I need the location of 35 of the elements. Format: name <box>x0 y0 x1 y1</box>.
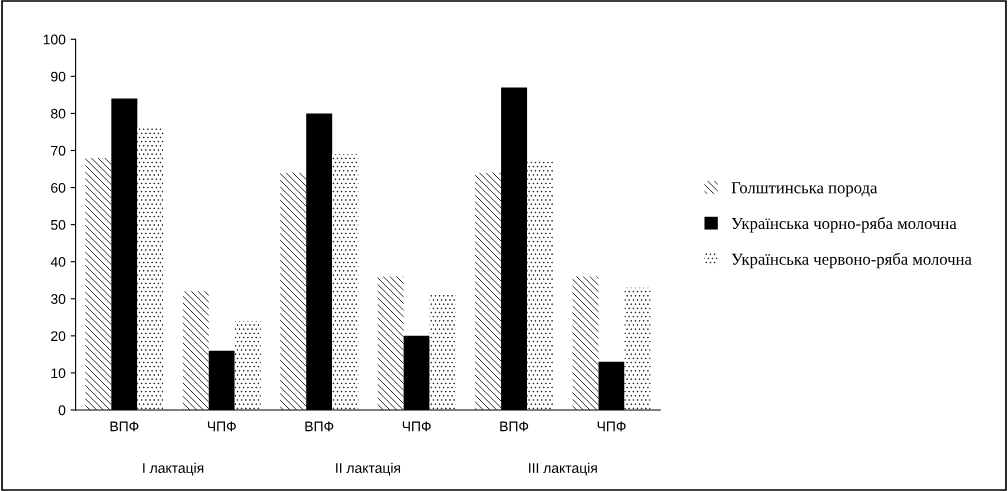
x-tick-label: ЧПФ <box>597 421 626 432</box>
bar <box>234 321 261 410</box>
text: II лактація <box>336 462 401 476</box>
bar <box>624 287 651 410</box>
y-tick-label: 0 <box>58 405 66 416</box>
x-tick-label: ВПФ <box>110 421 139 432</box>
bar <box>137 128 164 410</box>
bar <box>85 157 112 410</box>
x-tick-label: ЧПФ <box>207 421 236 432</box>
bar <box>280 172 307 410</box>
y-tick-label: 60 <box>51 182 66 193</box>
x-tick-label: ВПФ <box>305 421 334 432</box>
y-tick-label: 100 <box>43 34 66 45</box>
bar <box>527 161 554 410</box>
legend-label: Українська червоно-ряба молочна <box>731 252 972 269</box>
x-tick-label: ЧПФ <box>402 421 431 432</box>
text: III лактація <box>529 462 597 476</box>
y-tick-label: 20 <box>51 331 66 342</box>
bar <box>182 291 209 410</box>
y-tick-label: 50 <box>50 219 66 230</box>
y-tick-label: 30 <box>50 294 66 304</box>
y-tick-label: 80 <box>51 108 66 119</box>
bar <box>377 276 404 410</box>
y-tick-label: 70 <box>51 145 66 156</box>
bar <box>572 276 599 410</box>
legend-label: Українська чорно-ряба молочна <box>731 217 957 233</box>
bar <box>332 154 359 410</box>
legend-label: Голштинська порода <box>731 182 878 197</box>
x-tick-label: ВПФ <box>500 421 529 432</box>
bar <box>429 295 456 410</box>
bar <box>475 172 502 410</box>
y-tick-label: 10 <box>51 368 66 379</box>
y-tick-label: 90 <box>51 71 66 82</box>
y-tick-label: 40 <box>50 257 66 267</box>
text: I лактація <box>143 462 204 476</box>
